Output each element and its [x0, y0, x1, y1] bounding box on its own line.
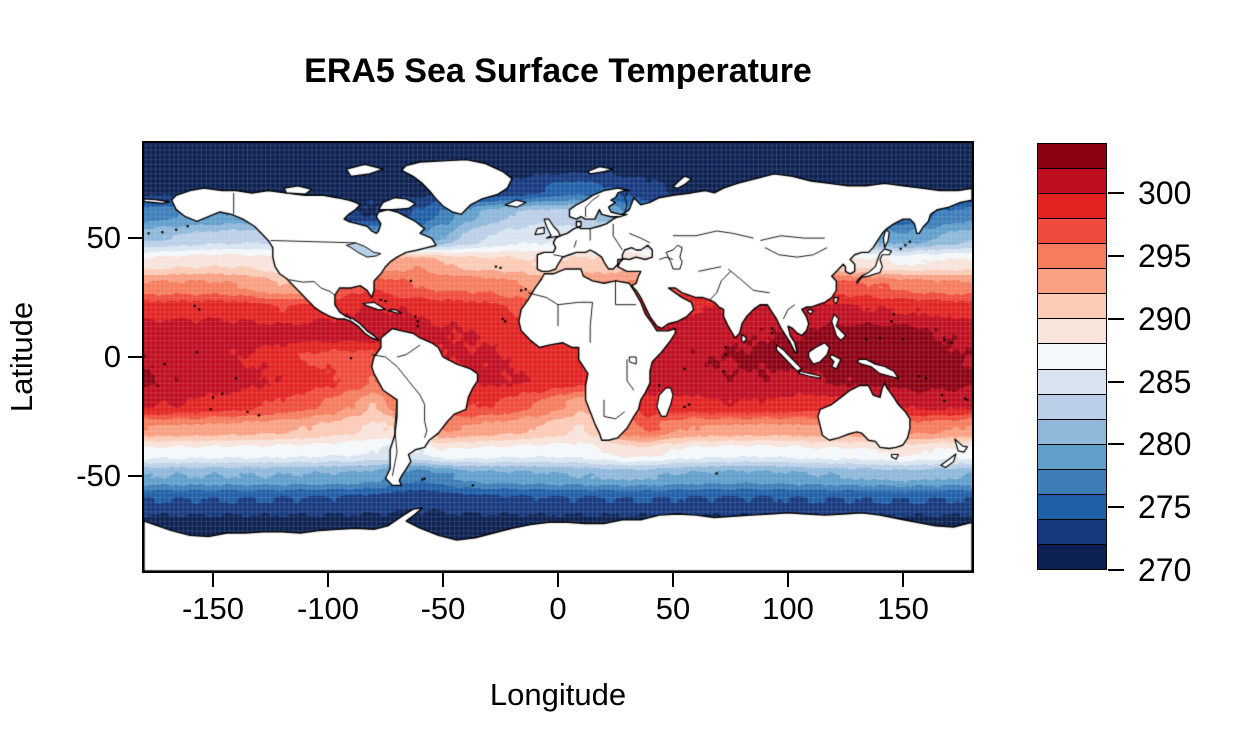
- colorbar-block-284-286: [1038, 368, 1106, 394]
- colorbar-tick-label: 290: [1138, 300, 1192, 337]
- colorbar-tick: [1108, 443, 1124, 446]
- x-axis-tick-label: -150: [181, 591, 245, 626]
- colorbar-tick-label: 285: [1138, 363, 1192, 400]
- sst-heatmap-canvas: [144, 143, 972, 571]
- colorbar-legend: [1037, 143, 1107, 570]
- x-axis-tick-label: -50: [420, 591, 466, 626]
- colorbar-block-290-292: [1038, 293, 1106, 319]
- x-axis-tick: [327, 573, 329, 587]
- x-axis-tick: [787, 573, 789, 587]
- colorbar-block-276-278: [1038, 468, 1106, 494]
- x-axis-tick-label: 50: [655, 591, 691, 626]
- colorbar-tick-label: 280: [1138, 426, 1192, 463]
- colorbar-block-274-276: [1038, 493, 1106, 519]
- colorbar-block-294-296: [1038, 243, 1106, 269]
- y-axis-tick-label: 0: [103, 339, 121, 374]
- x-axis-tick-label: -100: [296, 591, 360, 626]
- colorbar-block-282-284: [1038, 393, 1106, 419]
- y-axis-tick: [128, 237, 142, 240]
- y-axis-tick-label: -50: [76, 457, 121, 493]
- colorbar-block-278-280: [1038, 443, 1106, 469]
- colorbar-block-288-290: [1038, 318, 1106, 344]
- y-axis-label: Latitude: [4, 301, 39, 413]
- colorbar-tick-label: 275: [1138, 489, 1192, 526]
- colorbar-tick: [1108, 192, 1124, 195]
- y-axis-tick: [128, 474, 142, 477]
- colorbar-block-296-298: [1038, 218, 1106, 244]
- colorbar-block-270-272: [1038, 543, 1106, 569]
- colorbar-block-292-294: [1038, 268, 1106, 294]
- y-axis-tick-label: 50: [86, 220, 121, 256]
- x-axis-label: Longitude: [489, 677, 627, 712]
- colorbar-tick-label: 270: [1138, 552, 1192, 588]
- x-axis-tick-label: 100: [762, 591, 814, 626]
- x-axis-tick: [557, 573, 559, 587]
- plot-area: [142, 141, 974, 573]
- colorbar-tick: [1108, 506, 1124, 509]
- x-axis-tick-label: 150: [877, 591, 929, 626]
- y-axis-tick: [128, 356, 142, 358]
- colorbar-block-286-288: [1038, 343, 1106, 369]
- x-axis-tick: [212, 573, 214, 587]
- colorbar-block-300-302: [1038, 168, 1106, 194]
- colorbar-tick-label: 295: [1138, 238, 1192, 275]
- colorbar-tick: [1108, 317, 1124, 320]
- colorbar-tick: [1108, 255, 1124, 258]
- colorbar-block-298-300: [1038, 193, 1106, 219]
- chart-title: ERA5 Sea Surface Temperature: [304, 52, 812, 90]
- colorbar-block-302-304: [1038, 143, 1106, 168]
- x-axis-tick: [442, 573, 444, 587]
- colorbar-block-280-282: [1038, 418, 1106, 444]
- colorbar-tick: [1108, 569, 1124, 571]
- x-axis-tick-label: 0: [549, 591, 567, 626]
- colorbar-block-272-274: [1038, 518, 1106, 544]
- x-axis-tick: [672, 573, 674, 587]
- x-axis-tick: [902, 573, 904, 587]
- colorbar-tick-label: 300: [1138, 175, 1192, 212]
- colorbar-tick: [1108, 380, 1124, 383]
